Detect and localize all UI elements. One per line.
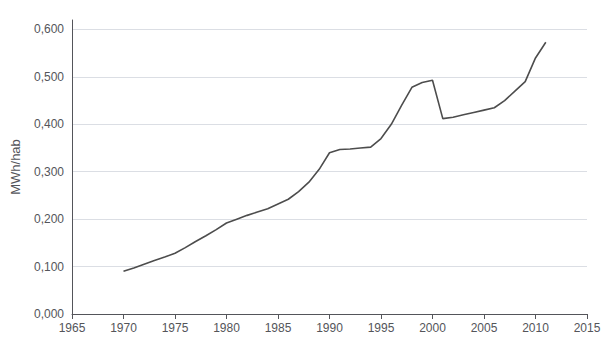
svg-text:1980: 1980 bbox=[213, 321, 240, 335]
svg-text:0,500: 0,500 bbox=[34, 70, 64, 84]
svg-text:1970: 1970 bbox=[110, 321, 137, 335]
svg-text:MWh/hab: MWh/hab bbox=[8, 139, 23, 195]
svg-text:0,400: 0,400 bbox=[34, 117, 64, 131]
svg-text:0,600: 0,600 bbox=[34, 22, 64, 36]
svg-text:1985: 1985 bbox=[265, 321, 292, 335]
svg-text:0,200: 0,200 bbox=[34, 212, 64, 226]
svg-text:2010: 2010 bbox=[522, 321, 549, 335]
svg-text:2005: 2005 bbox=[471, 321, 498, 335]
svg-text:1990: 1990 bbox=[316, 321, 343, 335]
svg-text:0,000: 0,000 bbox=[34, 307, 64, 321]
svg-text:1995: 1995 bbox=[368, 321, 395, 335]
svg-text:2015: 2015 bbox=[574, 321, 601, 335]
svg-text:0,300: 0,300 bbox=[34, 165, 64, 179]
svg-text:0,100: 0,100 bbox=[34, 260, 64, 274]
svg-text:1975: 1975 bbox=[162, 321, 189, 335]
svg-text:2000: 2000 bbox=[419, 321, 446, 335]
svg-text:1965: 1965 bbox=[59, 321, 86, 335]
